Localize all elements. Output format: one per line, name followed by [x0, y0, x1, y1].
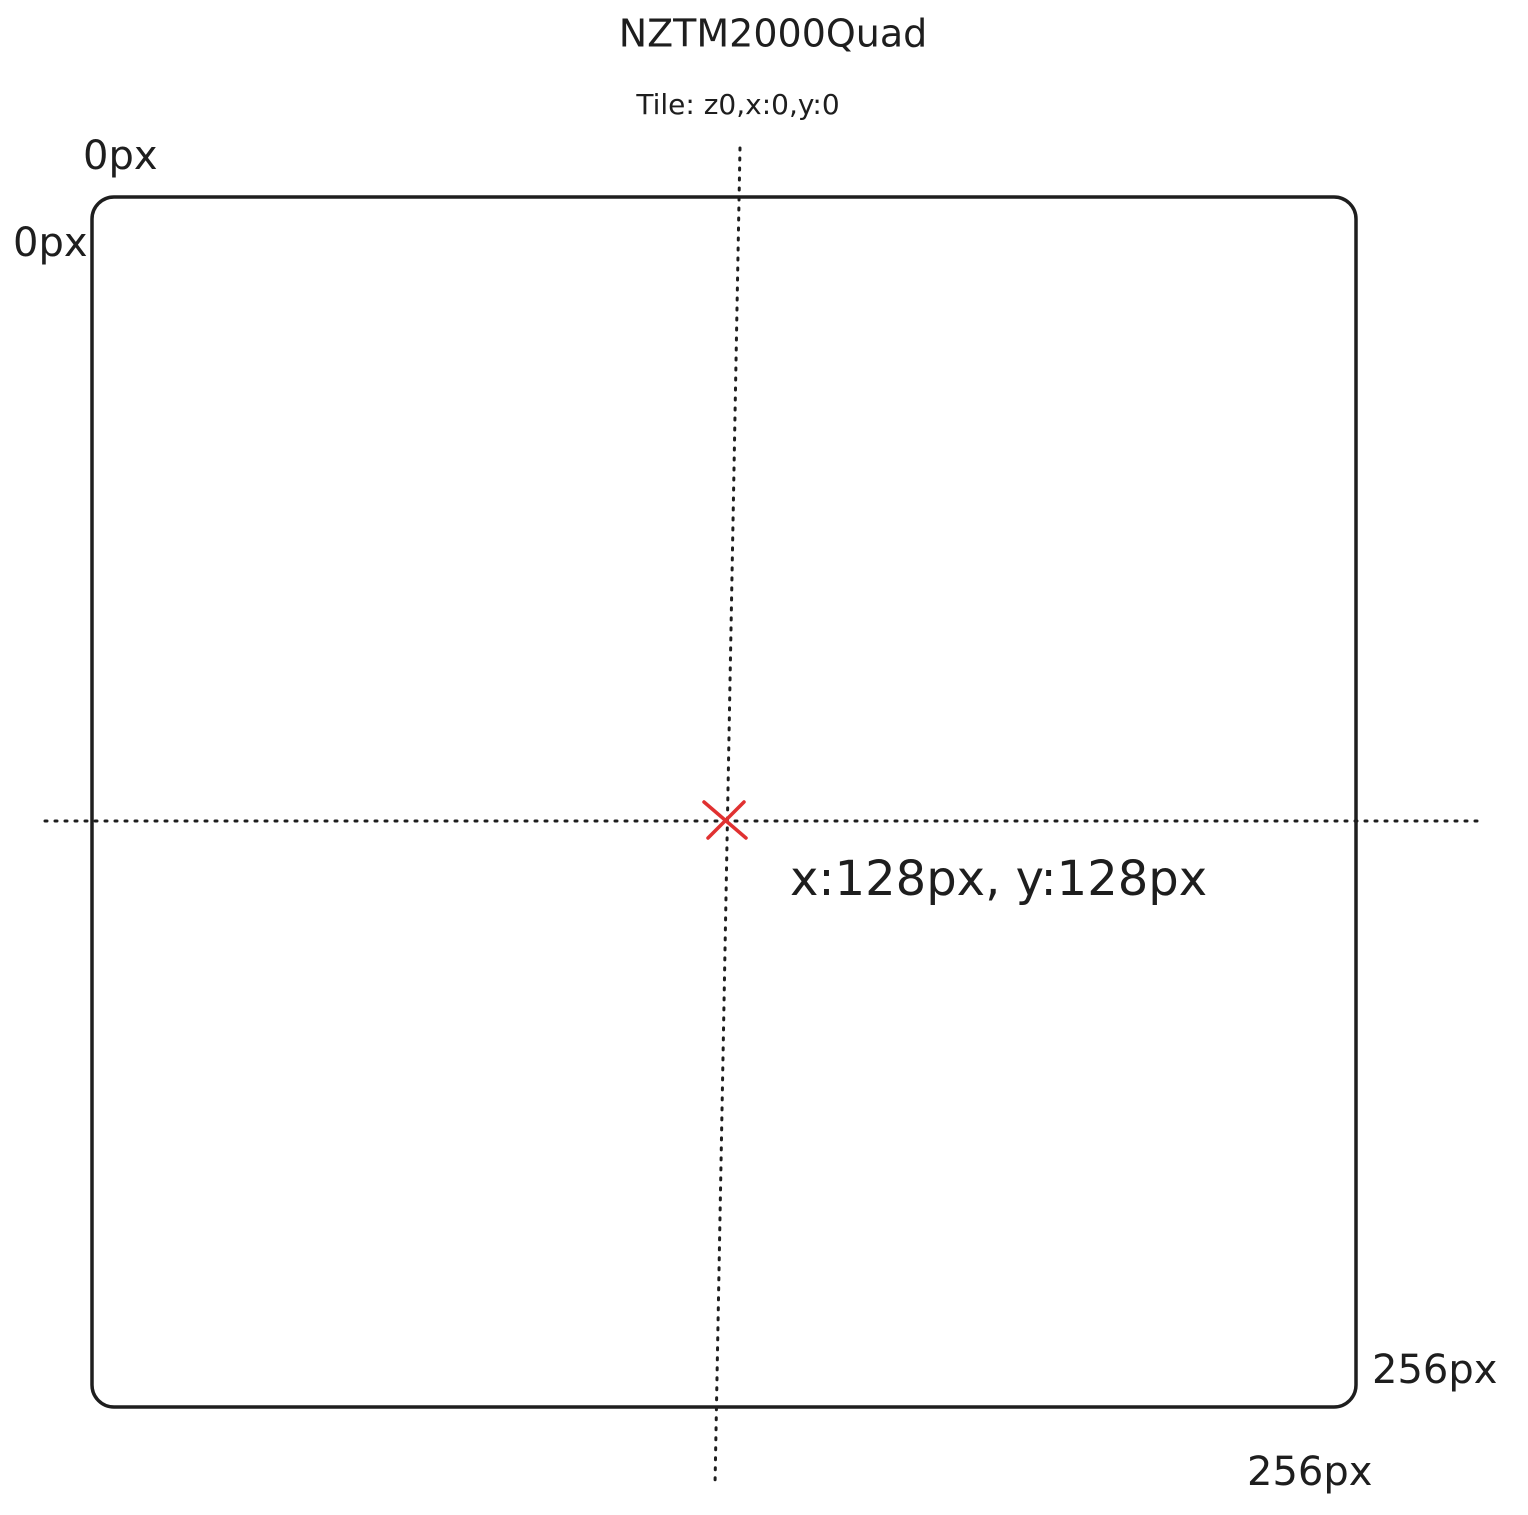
subtitle: Tile: z0,x:0,y:0: [635, 88, 839, 121]
title: NZTM2000Quad: [619, 12, 928, 56]
point-label: x:128px, y:128px: [790, 851, 1207, 907]
y-start-label: 0px: [13, 220, 88, 266]
end-label: 256px: [1372, 1347, 1497, 1393]
center-marker: [702, 800, 748, 840]
end-label: 256px: [1247, 1449, 1372, 1495]
tile-border: [90, 195, 1358, 1409]
x-start-label: 0px: [83, 133, 158, 179]
